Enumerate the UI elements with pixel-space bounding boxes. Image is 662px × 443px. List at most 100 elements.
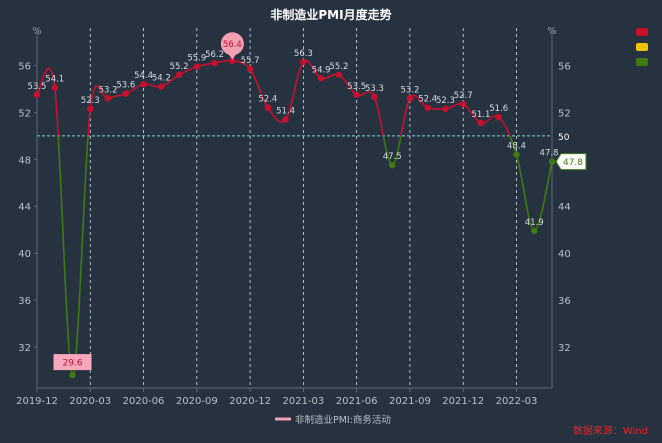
x-tick-label: 2019-12	[16, 396, 58, 407]
data-label: 53.2	[99, 85, 118, 95]
chart-title: 非制造业PMI月度走势	[270, 7, 391, 22]
x-tick-label: 2021-06	[336, 396, 378, 407]
data-point	[211, 59, 218, 67]
data-point	[175, 71, 183, 79]
data-label: 53.5	[28, 82, 47, 92]
y-tick-label-right: 40	[558, 249, 571, 260]
y-tick-label-right: 36	[558, 296, 571, 307]
data-point	[87, 105, 94, 113]
reference-line-label: 50	[558, 133, 570, 143]
data-label: 55.2	[170, 62, 189, 72]
data-label: 53.2	[400, 85, 419, 95]
data-point	[335, 71, 343, 79]
x-tick-label: 2021-09	[389, 396, 431, 407]
x-tick-label: 2020-09	[176, 396, 218, 407]
data-label: 47.5	[383, 152, 402, 162]
y-tick-label-left: 44	[18, 202, 31, 213]
data-point	[51, 84, 58, 91]
data-label: 53.3	[365, 84, 384, 94]
y-tick-label-right: 32	[558, 343, 571, 354]
data-label: 51.1	[471, 110, 490, 120]
data-label: 54.9	[312, 65, 331, 75]
legend[interactable]: 非制造业PMI:商务活动	[275, 414, 391, 426]
data-point	[264, 104, 272, 111]
data-label: 48.4	[507, 142, 526, 152]
data-point	[442, 105, 449, 113]
data-points	[33, 57, 556, 379]
data-point	[193, 63, 201, 70]
x-tick-label: 2021-03	[282, 396, 324, 407]
data-point	[104, 95, 112, 102]
y-tick-label-right: 44	[558, 202, 571, 213]
data-source: 数据来源：Wind	[572, 426, 648, 437]
max-value-label: 56.4	[223, 40, 242, 50]
min-value-label: 29.6	[62, 359, 82, 369]
max-value-bubble-pointer	[228, 53, 237, 60]
data-point	[140, 81, 147, 88]
y-tick-label-left: 48	[18, 155, 31, 166]
min-value-box	[53, 354, 92, 371]
y-tick-label-left: 36	[18, 296, 31, 307]
data-point	[122, 90, 129, 97]
data-label: 55.2	[329, 62, 348, 72]
data-labels: 53.554.152.353.253.654.454.255.255.956.2…	[28, 32, 587, 371]
data-point	[246, 65, 254, 73]
legend-label: 非制造业PMI:商务活动	[295, 414, 391, 426]
last-value-callout-label: 47.8	[563, 158, 583, 168]
y-tick-label-left: 52	[18, 108, 31, 119]
data-point	[406, 95, 414, 102]
x-tick-label: 2020-12	[229, 396, 271, 407]
data-point	[371, 93, 378, 101]
color-swatches	[636, 28, 648, 73]
data-label: 51.6	[489, 104, 508, 114]
data-label: 41.9	[525, 218, 544, 228]
data-point	[229, 57, 236, 64]
y-tick-label-right: 52	[558, 108, 571, 119]
x-tick-label: 2020-06	[123, 396, 165, 407]
data-point	[531, 227, 538, 235]
data-point	[424, 104, 431, 111]
data-point	[33, 91, 41, 98]
data-point	[282, 116, 289, 123]
swatch-yellow-icon	[636, 43, 648, 51]
data-point	[388, 161, 396, 169]
data-label: 56.3	[294, 49, 313, 59]
data-label: 52.4	[418, 95, 437, 105]
data-label: 52.4	[258, 95, 277, 105]
data-point	[477, 119, 485, 127]
data-point	[300, 58, 307, 66]
last-value-callout	[555, 153, 587, 171]
data-point	[158, 83, 165, 90]
swatch-red-icon	[636, 28, 648, 36]
data-point	[495, 113, 502, 121]
data-label: 51.4	[276, 106, 295, 116]
data-label: 54.4	[134, 71, 153, 81]
y-tick-label-left: 56	[18, 61, 31, 72]
data-label: 54.1	[45, 75, 64, 85]
data-label: 53.5	[347, 82, 366, 92]
data-label: 52.7	[454, 91, 473, 101]
data-label: 54.2	[152, 74, 171, 84]
data-point	[353, 91, 360, 98]
data-point	[548, 158, 556, 165]
axes: 32323636404044444848525256562019-122020-…	[16, 28, 571, 407]
data-label: 52.3	[81, 96, 100, 106]
data-point	[460, 100, 467, 108]
y-tick-label-left: 32	[18, 343, 31, 354]
x-tick-label: 2020-03	[69, 396, 111, 407]
data-point	[513, 151, 520, 158]
data-label: 55.7	[241, 56, 260, 66]
y-tick-label-left: 40	[18, 249, 31, 260]
data-label: 47.8	[540, 149, 559, 159]
x-tick-label: 2022-03	[496, 396, 538, 407]
max-value-bubble	[220, 32, 244, 56]
data-label: 52.3	[436, 96, 455, 106]
x-tick-label: 2021-12	[442, 396, 484, 407]
data-point	[317, 75, 325, 82]
data-point	[69, 371, 76, 379]
data-label: 55.9	[187, 54, 206, 64]
grid: 50	[37, 28, 570, 388]
y-tick-label-right: 56	[558, 61, 571, 72]
data-label: 56.2	[205, 50, 224, 60]
